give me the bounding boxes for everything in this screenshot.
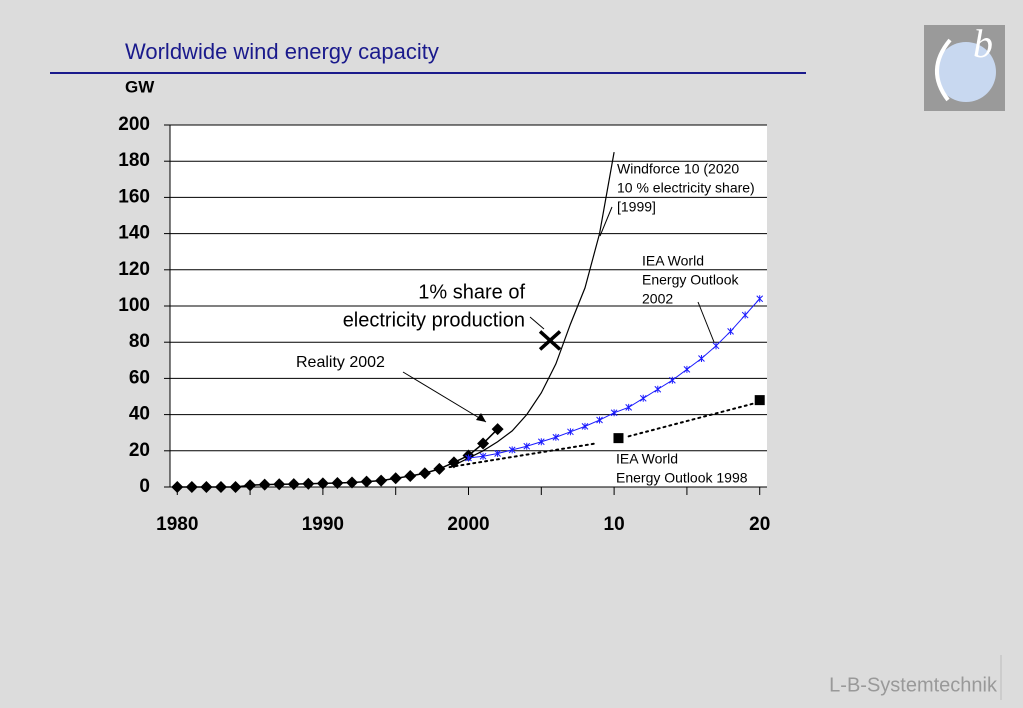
star-marker xyxy=(552,433,560,441)
star-marker xyxy=(639,394,647,402)
star-marker xyxy=(654,385,662,393)
diamond-marker xyxy=(477,437,490,450)
diamond-marker xyxy=(375,474,388,487)
annotation: Reality 2002 xyxy=(296,354,385,371)
star-marker xyxy=(537,438,545,446)
plot: 0 20 40 60 80 100 120 140 160 180 200 1980 1990 2000 1… xyxy=(118,114,770,535)
star-marker xyxy=(727,327,734,335)
y-tick-label: 180 xyxy=(118,150,150,171)
square-marker xyxy=(754,395,765,406)
logo-letter: b xyxy=(973,21,993,66)
diamond-marker xyxy=(360,475,373,488)
series-line xyxy=(448,442,597,469)
leader xyxy=(697,301,715,343)
y-tick-label: 200 xyxy=(118,114,150,135)
diamond-marker xyxy=(316,477,329,490)
diamond-marker xyxy=(346,476,359,489)
annotation: 10 % electricity share) xyxy=(617,180,755,196)
star-marker xyxy=(683,365,691,373)
x-tick-label: 20 xyxy=(749,514,770,535)
annotation: Windforce 10 (2020 xyxy=(617,161,739,177)
star-marker xyxy=(479,452,487,460)
star-marker xyxy=(494,450,501,458)
annotation: electricity production xyxy=(343,309,525,331)
star-marker xyxy=(567,428,574,436)
x-tick-label: 2000 xyxy=(447,514,489,535)
diamond-marker xyxy=(389,472,402,485)
star-marker xyxy=(712,342,720,350)
annotations: Windforce 10 (2020 10 % electricity share… xyxy=(296,161,755,486)
star-marker xyxy=(625,403,633,411)
y-axis-label: GW xyxy=(125,77,155,96)
chart-title: Worldwide wind energy capacity xyxy=(125,39,439,64)
annotation: IEA World xyxy=(642,253,704,269)
star-marker xyxy=(610,409,618,417)
arrow-head xyxy=(476,413,486,422)
diamond-marker xyxy=(258,478,271,491)
annotation: Energy Outlook xyxy=(642,272,739,288)
y-tick-label: 80 xyxy=(129,331,150,352)
logo-swoosh xyxy=(935,38,952,102)
star-marker xyxy=(523,442,531,450)
diamond-marker xyxy=(418,467,431,480)
y-tick-label: 40 xyxy=(129,404,150,425)
leader xyxy=(599,206,613,237)
diamond-marker xyxy=(244,479,257,492)
star-marker xyxy=(756,295,764,303)
star-marker xyxy=(596,416,603,424)
diamond-marker xyxy=(185,481,198,493)
annotation: [1999] xyxy=(617,199,656,215)
y-tick-label: 60 xyxy=(129,367,150,388)
series-line xyxy=(453,152,615,466)
y-tick-label: 140 xyxy=(118,223,150,244)
logo-globe xyxy=(936,42,996,102)
square-marker xyxy=(613,433,624,444)
leader xyxy=(402,371,487,423)
star-marker xyxy=(741,311,749,319)
diamond-marker xyxy=(171,481,184,493)
star-marker xyxy=(508,446,516,454)
annotation: 1% share of xyxy=(418,281,525,303)
annotation: IEA World xyxy=(616,451,678,467)
diamond-marker xyxy=(404,469,417,482)
y-tick-label: 20 xyxy=(129,440,150,461)
star-marker xyxy=(465,454,472,462)
star-marker xyxy=(698,354,705,362)
diamond-marker xyxy=(302,477,315,490)
star-marker xyxy=(669,376,676,384)
footer: L-B-Systemtechnik xyxy=(829,674,998,696)
y-tick-label: 160 xyxy=(118,186,150,207)
y-tick-label: 120 xyxy=(118,259,150,280)
x-tick-label: 10 xyxy=(604,514,625,535)
annotation: 2002 xyxy=(642,291,673,307)
diamond-marker xyxy=(433,462,446,475)
leader xyxy=(529,316,545,330)
annotation: Energy Outlook 1998 xyxy=(616,470,748,486)
logo: b xyxy=(924,21,1005,111)
diamond-marker xyxy=(287,478,300,491)
diamond-marker xyxy=(491,423,504,436)
star-marker xyxy=(581,422,589,430)
x-tick-label: 1980 xyxy=(156,514,198,535)
diamond-marker xyxy=(200,481,213,493)
diamond-marker xyxy=(273,478,286,491)
diamond-marker xyxy=(331,477,344,490)
series-line xyxy=(627,400,761,438)
cross-marker xyxy=(538,330,562,351)
diamond-marker xyxy=(214,481,227,493)
y-tick-label: 100 xyxy=(118,295,150,316)
x-tick-label: 1990 xyxy=(302,514,344,535)
diamond-marker xyxy=(229,481,242,493)
y-tick-label: 0 xyxy=(139,476,150,497)
